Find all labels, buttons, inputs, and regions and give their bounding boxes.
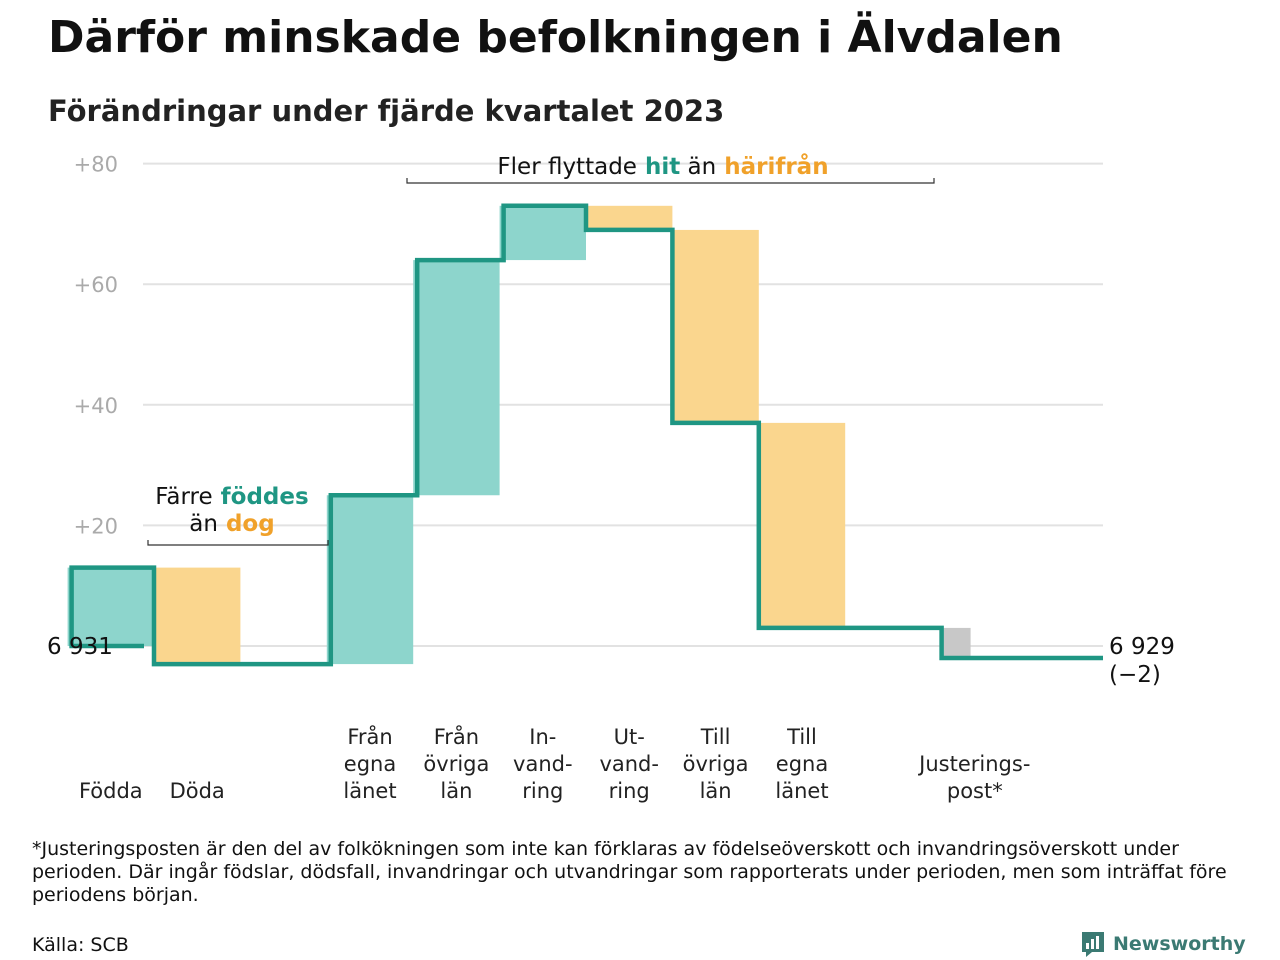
category-label: Från övriga län [423, 724, 489, 803]
annotation-word-increase: hit [637, 154, 680, 180]
category-label-line: Från [434, 724, 479, 749]
category-label: Ut-vand-ring [599, 725, 659, 803]
y-tick-labels: +20 +40 +60 +80 [74, 153, 118, 539]
y-tick-label: +40 [74, 394, 118, 418]
category-label-line: ring [609, 779, 650, 803]
y-tick-label: +80 [74, 153, 118, 177]
category-label-line: post* [947, 779, 1003, 803]
category-label-line: länet [343, 779, 396, 803]
annotation-word-decrease: dog [218, 511, 275, 537]
category-label: Från egna länet [343, 724, 396, 803]
end-change-label: (−2) [1109, 662, 1161, 688]
annotation-word: än [680, 154, 716, 180]
category-label: Födda [79, 779, 143, 803]
bar-till-egna-länet [758, 422, 846, 628]
end-value-label: 6 929 [1109, 634, 1175, 660]
category-label-line: egna [776, 752, 828, 776]
source-label: Källa: SCB [32, 934, 129, 956]
annotation-word-decrease: härifrån [716, 153, 828, 180]
annotation-text: Fler flyttade hit än härifrån [497, 153, 828, 180]
category-label: Till egna länet [775, 725, 828, 803]
category-label-line: Ut- [614, 725, 645, 749]
category-label-line: vand- [513, 752, 573, 776]
bars [67, 205, 971, 665]
category-label-line: län [700, 779, 732, 803]
bar-från-övriga-län [413, 260, 500, 496]
gridlines [143, 162, 1103, 647]
bar-döda [154, 567, 241, 665]
category-label: In-vand-ring [513, 725, 573, 803]
annotation-word: Fler flyttade [497, 154, 637, 180]
annotation-bracket [147, 540, 329, 546]
category-label-line: egna [344, 752, 396, 776]
chart-title: Därför minskade befolkningen i Älvdalen [48, 12, 1063, 63]
waterfall-chart: +20 +40 +60 +80 Födda Döda Från egna länet Från öv… [47, 153, 1175, 803]
y-tick-label: +20 [74, 514, 118, 538]
bar-från-egna-länet [326, 495, 414, 665]
category-labels: Födda Döda Från egna länet Från övriga län In-va… [79, 724, 1030, 803]
category-label: Till övriga län [683, 725, 749, 803]
category-label-line: Födda [79, 779, 143, 803]
category-label-line: In- [529, 725, 556, 749]
category-label-line: övriga [683, 752, 749, 776]
annotation-text: än dog [189, 511, 274, 537]
bar-ut--vand--ring [586, 205, 673, 230]
annotation-word: än [189, 511, 218, 537]
y-tick-label: +60 [74, 273, 118, 297]
category-label-line: Justerings- [917, 752, 1030, 776]
annotation-text: Färre föddes [155, 484, 308, 510]
category-label: Justerings-post* [917, 752, 1030, 803]
annotation-word-increase: föddes [213, 484, 309, 510]
category-label-line: Till [700, 725, 731, 749]
category-label-line: Från [347, 724, 392, 749]
bar-till-övriga-län [672, 229, 759, 423]
category-label-line: ring [522, 779, 563, 803]
start-value-label: 6 931 [47, 634, 113, 660]
category-label-line: län [440, 779, 472, 803]
category-label-line: övriga [423, 752, 489, 776]
chart-subtitle: Förändringar under fjärde kvartalet 2023 [48, 94, 725, 128]
category-label: Döda [170, 779, 225, 803]
category-label-line: vand- [599, 752, 659, 776]
footnote: *Justeringsposten är den del av folkökni… [32, 838, 1227, 906]
annotation-word: Färre [155, 484, 212, 510]
brand-name: Newsworthy [1113, 933, 1246, 955]
bar-in--vand--ring [499, 205, 586, 261]
category-label-line: Döda [170, 779, 225, 803]
cumulative-step-line [69, 203, 1103, 667]
category-label-line: länet [775, 779, 828, 803]
brand: Newsworthy [1080, 928, 1246, 960]
annotation-moves: Fler flyttade hit än härifrån [406, 153, 935, 184]
newsworthy-logo-icon [1082, 932, 1104, 957]
category-label-line: Till [786, 725, 817, 749]
bar-födda [67, 567, 154, 646]
annotation-bracket [406, 178, 935, 184]
bar-justerings--post [941, 627, 971, 659]
